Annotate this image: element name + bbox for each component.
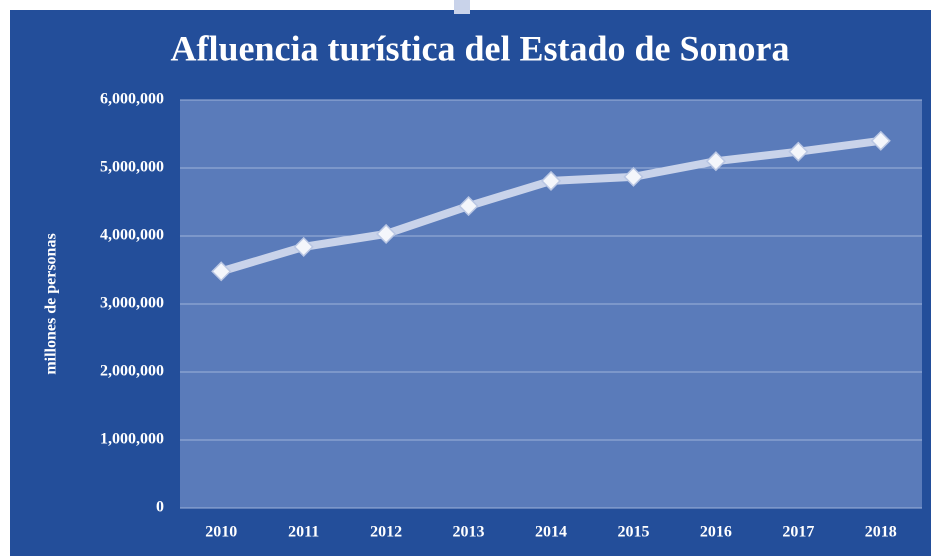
x-tick-label: 2012 <box>370 524 402 541</box>
marker <box>458 196 479 217</box>
x-tick-label: 2014 <box>535 524 567 541</box>
x-tick-label: 2016 <box>700 524 732 541</box>
x-tick-label: 2018 <box>865 524 897 541</box>
y-tick-label: 0 <box>156 499 164 516</box>
y-tick-label: 5,000,000 <box>100 159 164 176</box>
x-tick-label: 2015 <box>617 524 649 541</box>
y-tick-label: 6,000,000 <box>100 91 164 108</box>
x-tick-label: 2011 <box>288 524 319 541</box>
marker <box>540 170 562 191</box>
marker <box>293 236 314 257</box>
x-tick-label: 2013 <box>453 524 485 541</box>
chart-title: Afluencia turística del Estado de Sonora <box>170 28 789 68</box>
y-tick-label: 2,000,000 <box>100 363 164 380</box>
y-axis-label: millones de personas <box>43 233 60 374</box>
x-tick-label: 2017 <box>782 524 814 541</box>
decoration-tab <box>454 0 470 14</box>
marker <box>211 261 232 282</box>
y-tick-label: 3,000,000 <box>100 295 164 312</box>
marker <box>705 151 726 172</box>
marker <box>870 130 891 151</box>
y-tick-label: 1,000,000 <box>100 431 164 448</box>
x-tick-label: 2010 <box>205 524 237 541</box>
y-tick-label: 4,000,000 <box>100 227 164 244</box>
marker <box>788 141 809 162</box>
marker <box>376 223 397 245</box>
marker <box>623 166 644 187</box>
